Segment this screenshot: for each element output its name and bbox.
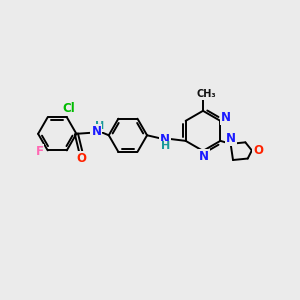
Text: N: N — [92, 125, 101, 138]
Text: CH₃: CH₃ — [197, 89, 216, 99]
Text: F: F — [35, 146, 44, 158]
Text: N: N — [160, 134, 170, 146]
Text: N: N — [199, 150, 208, 163]
Text: H: H — [161, 142, 170, 152]
Text: N: N — [226, 132, 236, 145]
Text: Cl: Cl — [62, 103, 75, 116]
Text: H: H — [95, 121, 104, 131]
Text: O: O — [76, 152, 86, 165]
Text: N: N — [220, 111, 231, 124]
Text: O: O — [253, 144, 263, 157]
